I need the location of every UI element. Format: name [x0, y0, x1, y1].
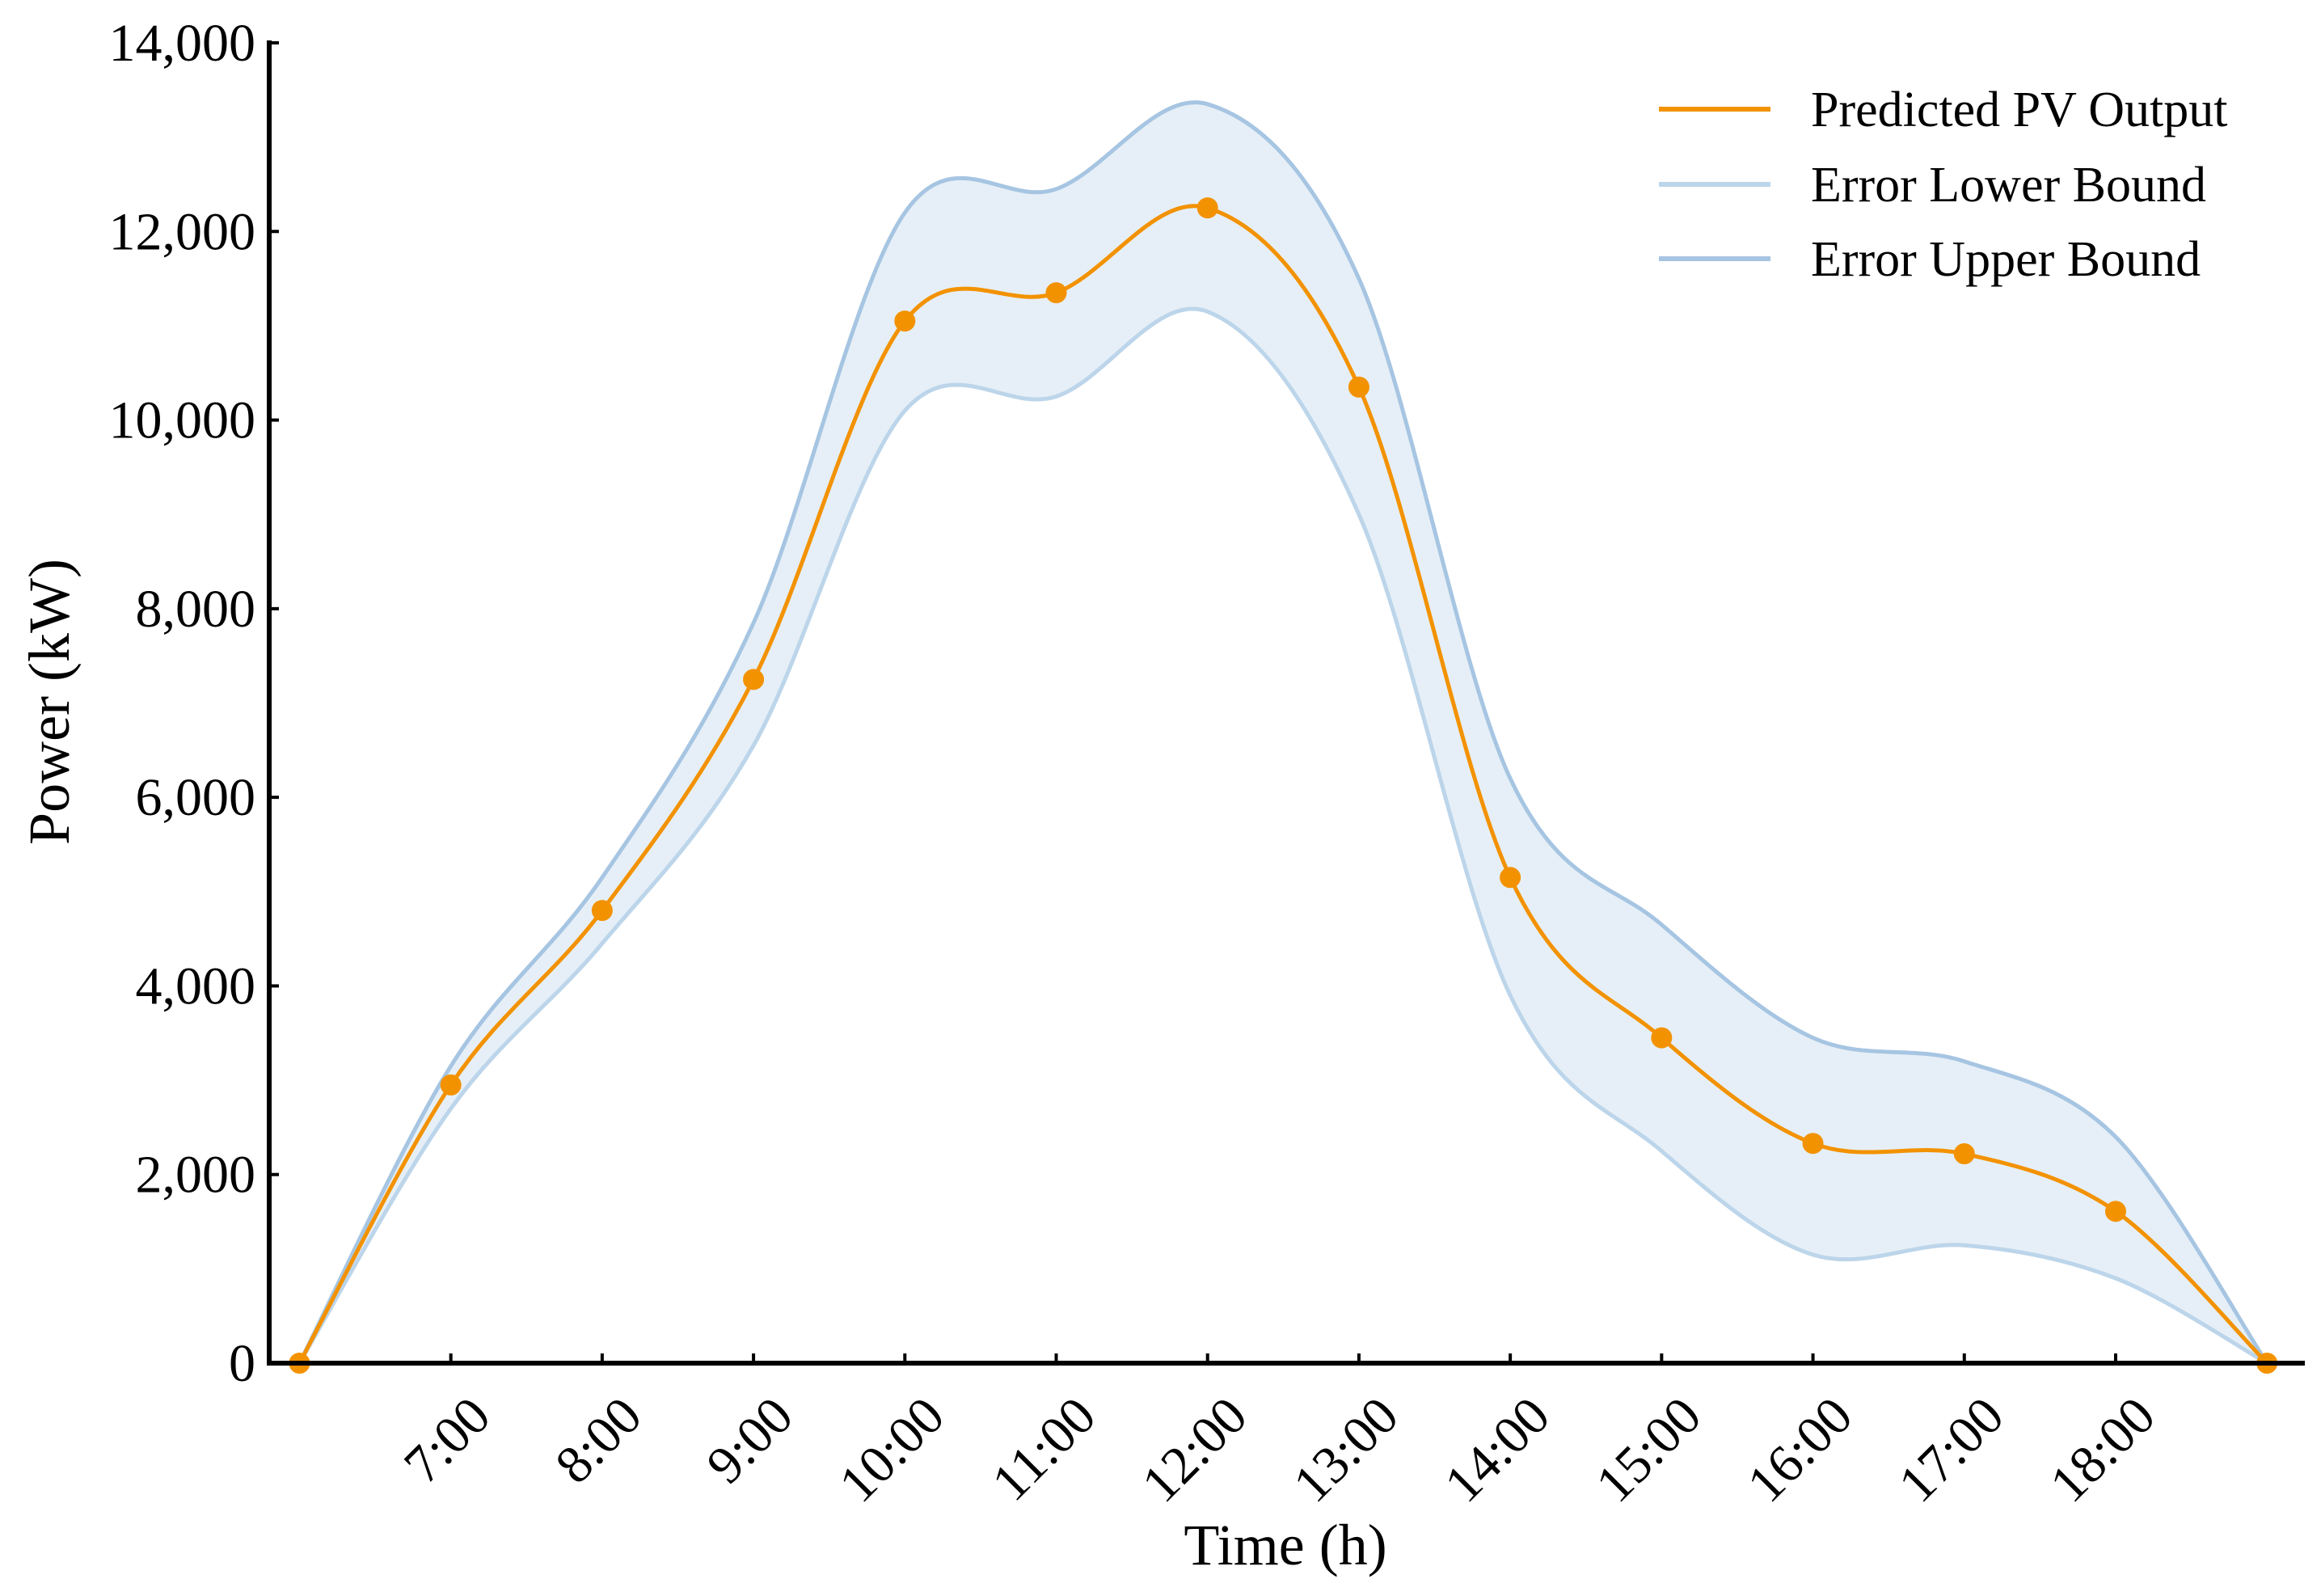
- predicted-pv-output-line: [298, 204, 2268, 1365]
- data-point: [1348, 376, 1369, 398]
- data-point: [2104, 1201, 2126, 1222]
- x-tick-label: 13:00: [1282, 1386, 1410, 1514]
- y-tick-label: 10,000: [109, 391, 256, 450]
- marker-layer: [289, 197, 2278, 1374]
- legend-label: Error Lower Bound: [1811, 158, 2206, 213]
- y-tick-label: 6,000: [136, 768, 256, 827]
- y-tick-label: 4,000: [136, 956, 256, 1015]
- x-tick-label: 9:00: [695, 1386, 804, 1495]
- legend-label: Error Upper Bound: [1811, 232, 2201, 287]
- x-tick-label: 16:00: [1737, 1386, 1864, 1514]
- x-tick-label: 18:00: [2039, 1386, 2167, 1514]
- x-tick-label: 10:00: [828, 1386, 956, 1514]
- data-point: [743, 669, 765, 690]
- data-point: [1500, 867, 1521, 889]
- data-point: [440, 1074, 462, 1096]
- legend-label: Predicted PV Output: [1811, 82, 2228, 137]
- x-tick-label: 8:00: [544, 1386, 653, 1495]
- y-tick-label: 2,000: [136, 1146, 256, 1205]
- x-tick-label: 15:00: [1585, 1386, 1712, 1514]
- data-point: [1045, 282, 1067, 304]
- error-upper-bound-line: [298, 100, 2269, 1365]
- data-point: [591, 900, 613, 922]
- y-tick-label: 12,000: [109, 202, 256, 261]
- y-tick-label: 14,000: [109, 14, 256, 73]
- data-point: [1651, 1027, 1673, 1049]
- y-axis-label: Power (kW): [17, 559, 82, 845]
- error-lower-bound-line: [298, 306, 2268, 1366]
- x-tick-label: 12:00: [1131, 1386, 1259, 1514]
- data-point: [1196, 197, 1218, 219]
- x-tick-label: 14:00: [1433, 1386, 1561, 1514]
- data-point: [1953, 1143, 1975, 1165]
- data-point: [1802, 1133, 1824, 1155]
- y-ticks: 0 2,000 4,000 6,000 8,000 10,000 12,000 14,000: [109, 14, 279, 1393]
- series-layer: [298, 100, 2269, 1366]
- y-tick-label: 8,000: [136, 580, 256, 639]
- x-tick-label: 11:00: [981, 1386, 1107, 1512]
- data-point: [894, 310, 916, 332]
- y-tick-label: 0: [229, 1334, 255, 1393]
- x-axis-label: Time (h): [1184, 1513, 1386, 1577]
- legend: Predicted PV Output Error Lower Bound Erro…: [1659, 82, 2228, 287]
- error-band-fill: [299, 102, 2268, 1363]
- x-tick-label: 17:00: [1888, 1386, 2015, 1514]
- x-tick-label: 7:00: [393, 1386, 502, 1495]
- error-band-layer: [299, 102, 2268, 1363]
- x-ticks: 7:00 8:00 9:00 10:00 11:00 12:00 13:00 14:00 15:…: [393, 1353, 2167, 1514]
